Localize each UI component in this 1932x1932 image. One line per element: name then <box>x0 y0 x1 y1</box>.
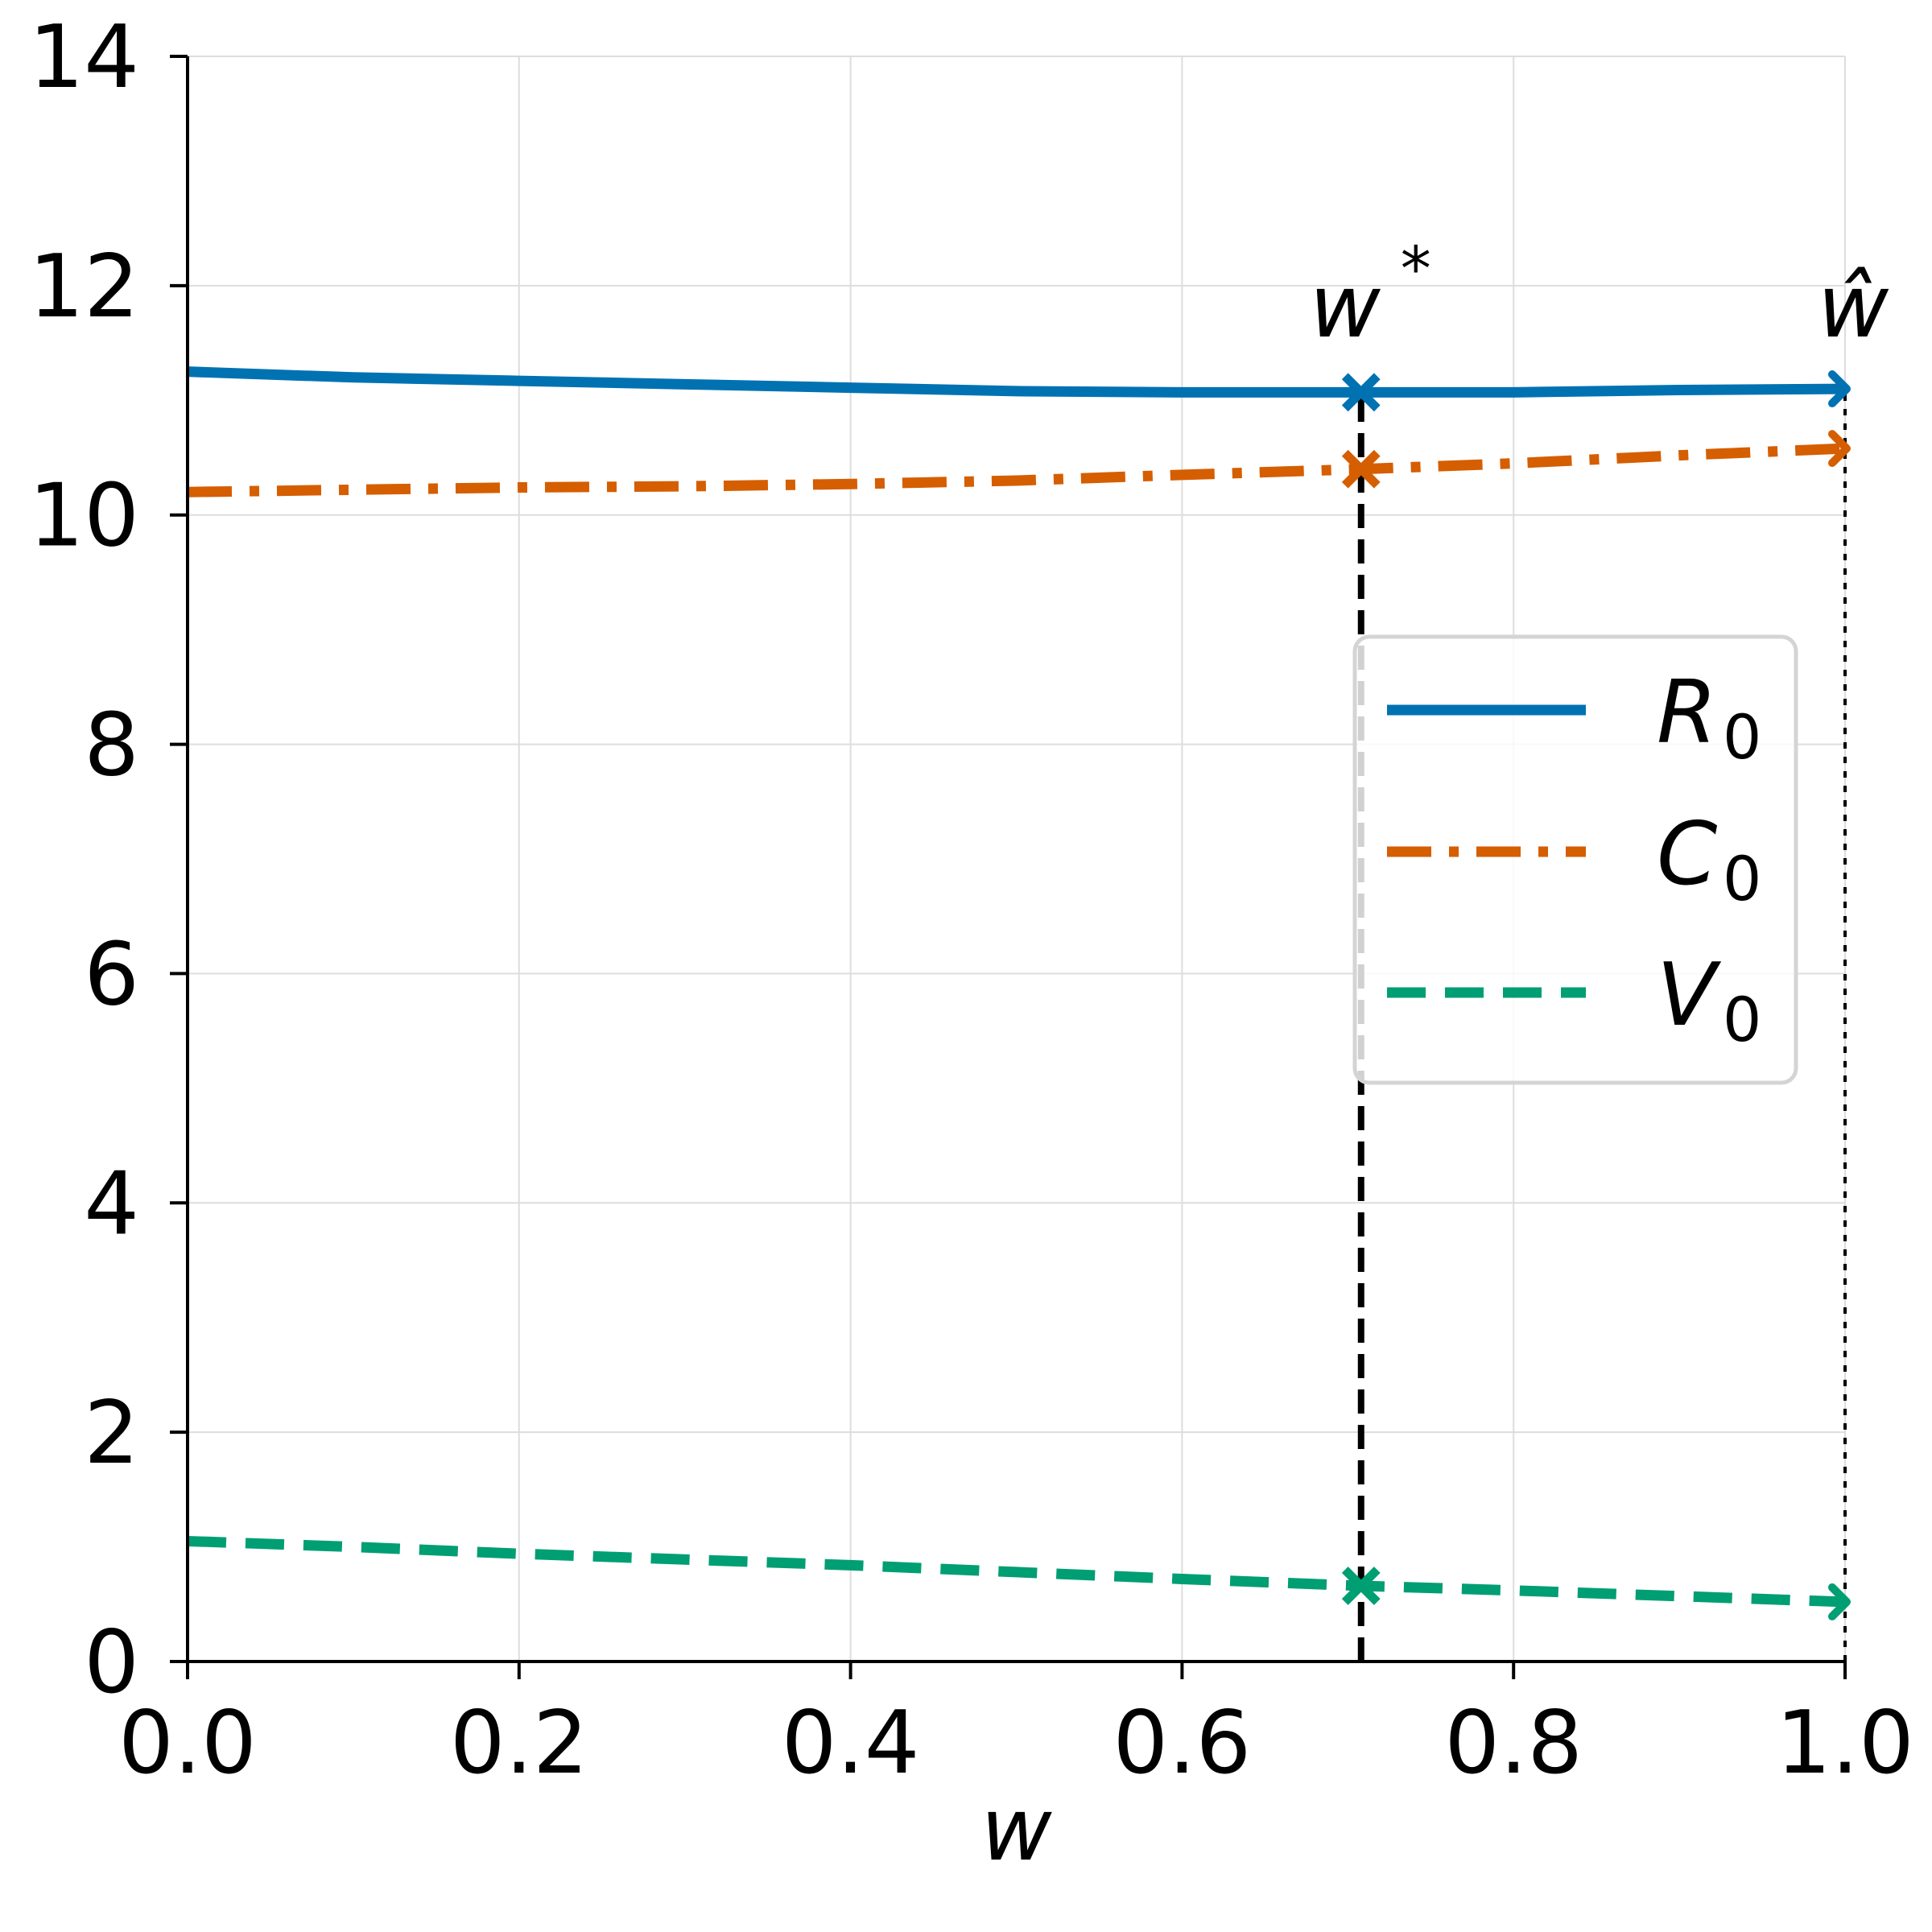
arrow-marker-c0-w-hat <box>1828 430 1851 468</box>
legend: R 0C 0V 0 <box>1352 634 1798 1085</box>
legend-label: C <box>1657 804 1718 905</box>
series-line-v0 <box>187 1535 1846 1608</box>
y-tick-label: 10 <box>29 466 139 567</box>
y-tick-label: 14 <box>29 7 139 108</box>
x-tick-label: 0.4 <box>782 1693 920 1794</box>
legend-frame <box>1352 634 1798 1085</box>
annotation-labels: w * ŵ <box>1310 233 1889 357</box>
y-tick-label: 0 <box>84 1612 139 1713</box>
legend-box: R 0C 0V 0 <box>1352 634 1798 1085</box>
y-tick-label: 6 <box>84 924 139 1025</box>
annotation-label-w-star: w * <box>1310 233 1431 357</box>
x-axis-title: w <box>980 1780 1052 1880</box>
annotation-superscript: * <box>1401 233 1431 304</box>
x-marker-stroke <box>1341 1567 1381 1605</box>
x-tick-label: 0.6 <box>1113 1693 1252 1794</box>
annotation-text: ŵ <box>1818 257 1889 357</box>
series-group <box>187 366 1846 1608</box>
arrow-marker-v0-w-hat <box>1828 1583 1851 1620</box>
annotation-lines <box>1357 389 1847 1662</box>
annotation-label-w-hat: ŵ <box>1818 257 1889 357</box>
y-tick-label: 4 <box>84 1154 139 1254</box>
x-tick-label: 0.2 <box>450 1693 588 1794</box>
axes: 0.0 0.2 0.4 0.6 0.8 1.0 0 2 4 6 8 10 12 14 w <box>29 7 1914 1880</box>
y-tick-label: 8 <box>84 696 139 796</box>
arrow-marker-r0-w-hat <box>1828 370 1851 408</box>
legend-label: R <box>1657 663 1717 763</box>
legend-subscript: 0 <box>1723 701 1761 773</box>
point-markers <box>1341 370 1851 1620</box>
x-marker-c0-w-star <box>1341 449 1381 489</box>
y-tick-label: 12 <box>29 237 139 337</box>
x-marker-v0-w-star <box>1341 1567 1381 1605</box>
legend-label: V <box>1657 945 1722 1046</box>
legend-subscript: 0 <box>1723 984 1761 1055</box>
x-marker-stroke <box>1341 449 1381 489</box>
series-line-r0 <box>187 366 1846 398</box>
x-marker-r0-w-star <box>1341 373 1381 412</box>
legend-subscript: 0 <box>1723 843 1761 914</box>
series-line-c0 <box>187 443 1846 497</box>
x-tick-label: 0.0 <box>118 1693 257 1794</box>
x-tick-label: 1.0 <box>1776 1693 1914 1794</box>
annotation-text: w <box>1310 257 1381 357</box>
y-tick-label: 2 <box>84 1383 139 1484</box>
x-marker-stroke <box>1341 373 1381 412</box>
x-tick-label: 0.8 <box>1444 1693 1583 1794</box>
